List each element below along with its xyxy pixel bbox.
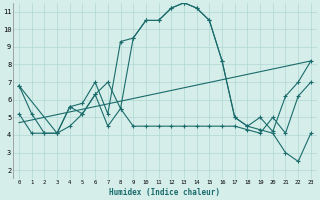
X-axis label: Humidex (Indice chaleur): Humidex (Indice chaleur)	[109, 188, 220, 197]
